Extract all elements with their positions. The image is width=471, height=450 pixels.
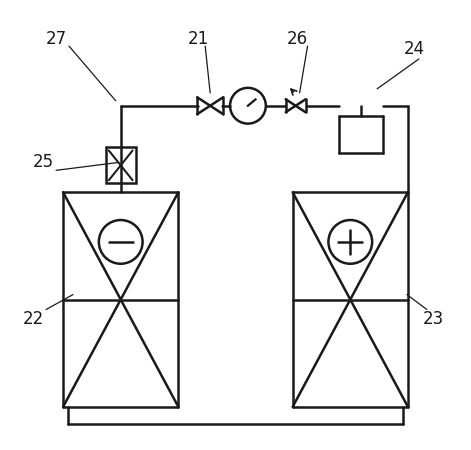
Text: 23: 23: [423, 310, 445, 328]
Text: 22: 22: [23, 310, 44, 328]
Text: 21: 21: [187, 30, 209, 48]
Text: 25: 25: [32, 153, 54, 171]
Text: 27: 27: [46, 30, 67, 48]
Circle shape: [99, 220, 143, 264]
Text: 26: 26: [287, 30, 308, 48]
Text: 24: 24: [403, 40, 424, 58]
Circle shape: [328, 220, 372, 264]
Bar: [106, 148, 136, 183]
Circle shape: [230, 88, 266, 124]
